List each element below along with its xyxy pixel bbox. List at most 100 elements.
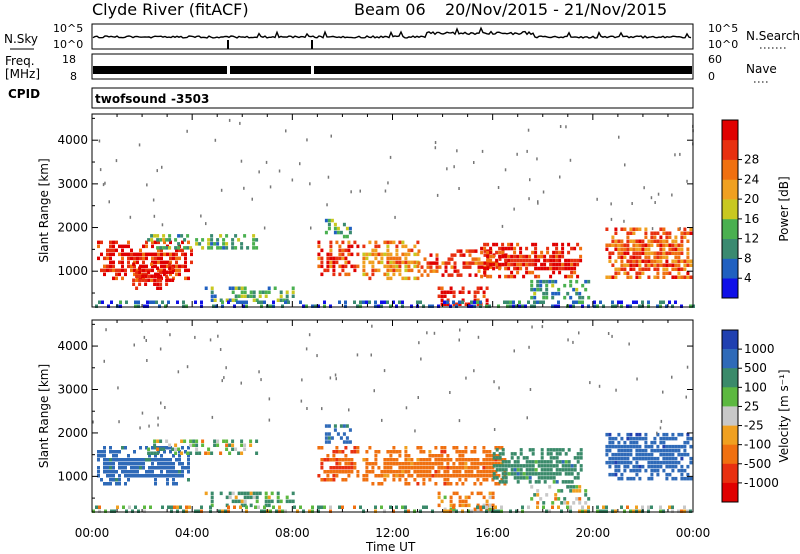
scatter-cell	[620, 444, 624, 449]
scatter-cell	[552, 472, 556, 476]
scatter-cell	[121, 276, 124, 281]
freq-gap-1	[227, 65, 230, 75]
scatter-cell	[638, 271, 642, 275]
scatter-cell	[473, 462, 477, 466]
scatter-cell	[432, 261, 436, 265]
scatter-cell	[623, 440, 627, 445]
scatter-cell	[449, 509, 452, 513]
scatter-cell	[519, 452, 523, 456]
scatter-cell	[187, 268, 190, 273]
noise-speck	[686, 179, 688, 183]
scatter-cell	[623, 456, 627, 461]
nave-label: Nave	[746, 62, 777, 76]
colorbar-segment	[722, 368, 738, 388]
scatter-cell	[665, 255, 669, 259]
scatter-cell	[121, 462, 124, 466]
beam-label: Beam 06	[354, 0, 426, 19]
scatter-cell	[533, 287, 537, 292]
scatter-cell	[252, 234, 256, 238]
scatter-cell	[522, 258, 526, 263]
scatter-cell	[492, 476, 496, 480]
noise-speck	[513, 207, 515, 211]
scatter-cell	[650, 448, 654, 453]
scatter-cell	[564, 266, 568, 271]
scatter-cell	[395, 462, 399, 466]
scatter-cell	[501, 480, 505, 484]
scatter-cell	[428, 470, 432, 474]
scatter-cell	[632, 436, 636, 441]
scatter-cell	[662, 460, 666, 465]
scatter-cell	[608, 275, 612, 279]
scatter-cell	[141, 278, 145, 282]
scatter-cell	[444, 265, 448, 269]
noise-speck	[209, 338, 212, 342]
scatter-cell	[491, 470, 495, 474]
scatter-cell	[228, 491, 232, 496]
scatter-cell	[178, 470, 181, 474]
scatter-cell	[222, 242, 226, 246]
scatter-cell	[327, 218, 331, 223]
scatter-cell	[138, 266, 142, 270]
scatter-cell	[440, 298, 444, 302]
scatter-cell	[106, 458, 109, 462]
scatter-cell	[198, 451, 202, 455]
scatter-cell	[151, 268, 154, 273]
scatter-cell	[134, 300, 137, 304]
scatter-cell	[377, 252, 381, 257]
scatter-cell	[371, 260, 375, 265]
scatter-cell	[536, 300, 539, 304]
scatter-cell	[317, 505, 320, 509]
scatter-cell	[174, 447, 178, 451]
scatter-cell	[680, 432, 684, 437]
colorbar-tick-label: 24	[744, 172, 759, 186]
noise-speck	[569, 158, 572, 162]
scatter-cell	[635, 263, 639, 267]
scatter-cell	[659, 460, 663, 465]
scatter-cell	[326, 252, 330, 257]
scatter-cell	[491, 458, 495, 462]
scatter-cell	[584, 489, 588, 493]
y-tick-label: 4000	[57, 339, 88, 353]
scatter-cell	[626, 231, 630, 235]
scatter-cell	[464, 466, 468, 470]
scatter-cell	[647, 464, 651, 469]
scatter-cell	[525, 258, 529, 263]
scatter-cell	[662, 239, 666, 243]
scatter-cell	[482, 478, 486, 482]
scatter-cell	[228, 495, 232, 500]
scatter-cell	[329, 256, 333, 261]
scatter-cell	[159, 238, 163, 242]
scatter-cell	[662, 432, 666, 437]
scatter-cell	[106, 248, 109, 253]
colorbar-segment	[722, 425, 738, 445]
scatter-cell	[115, 272, 118, 277]
scatter-cell	[353, 240, 357, 245]
scatter-cell	[182, 300, 185, 304]
scatter-cell	[109, 260, 112, 265]
scatter-cell	[512, 300, 515, 304]
scatter-cell	[548, 485, 552, 489]
scatter-cell	[483, 242, 487, 247]
scatter-cell	[563, 501, 567, 505]
scatter-cell	[641, 251, 645, 255]
scatter-cell	[404, 446, 408, 450]
scatter-cell	[240, 439, 244, 443]
scatter-cell	[335, 462, 339, 466]
scatter-cell	[659, 440, 663, 445]
scatter-cell	[231, 443, 235, 447]
scatter-cell	[136, 470, 139, 474]
scatter-cell	[659, 235, 663, 239]
scatter-cell	[145, 458, 148, 462]
scatter-cell	[479, 474, 483, 478]
scatter-cell	[413, 252, 417, 257]
scatter-cell	[166, 260, 169, 265]
scatter-cell	[458, 503, 462, 508]
scatter-cell	[317, 252, 321, 257]
scatter-cell	[136, 252, 139, 257]
scatter-cell	[686, 255, 690, 259]
scatter-cell	[228, 451, 232, 455]
scatter-cell	[587, 509, 590, 513]
scatter-cell	[611, 251, 615, 255]
scatter-cell	[422, 482, 426, 486]
scatter-cell	[662, 255, 666, 259]
